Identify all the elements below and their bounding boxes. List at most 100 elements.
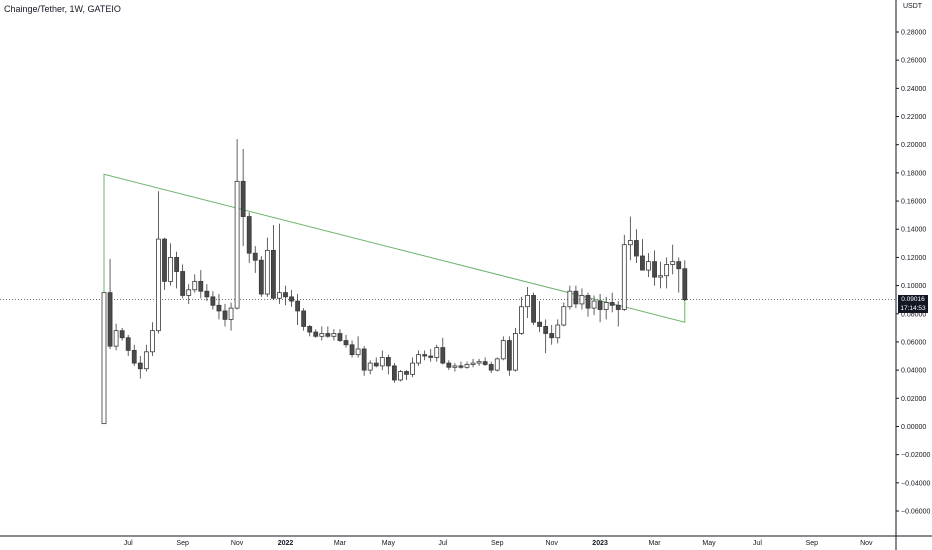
- candle-body: [573, 290, 579, 305]
- candle[interactable]: [107, 258, 113, 349]
- candle[interactable]: [307, 325, 313, 337]
- candle[interactable]: [416, 350, 422, 366]
- candle[interactable]: [676, 257, 682, 293]
- candle[interactable]: [652, 250, 657, 286]
- candle[interactable]: [609, 292, 615, 313]
- candle[interactable]: [355, 336, 361, 358]
- candle[interactable]: [452, 363, 458, 372]
- candle[interactable]: [186, 284, 192, 304]
- candle[interactable]: [470, 358, 476, 368]
- candle[interactable]: [222, 303, 228, 327]
- candle[interactable]: [258, 256, 264, 297]
- candle[interactable]: [101, 292, 107, 425]
- candle[interactable]: [561, 302, 567, 327]
- candle[interactable]: [464, 361, 470, 369]
- candle[interactable]: [494, 357, 500, 372]
- candle[interactable]: [162, 237, 167, 290]
- candle[interactable]: [391, 363, 397, 383]
- candle[interactable]: [434, 344, 440, 362]
- candle[interactable]: [119, 327, 125, 341]
- candle[interactable]: [458, 361, 464, 369]
- candle[interactable]: [270, 225, 276, 300]
- candle[interactable]: [440, 337, 446, 365]
- candle[interactable]: [283, 285, 288, 306]
- candle[interactable]: [295, 294, 301, 326]
- candle[interactable]: [410, 357, 415, 378]
- candle[interactable]: [500, 336, 506, 361]
- candle[interactable]: [398, 370, 403, 382]
- candle[interactable]: [537, 301, 542, 333]
- candle[interactable]: [567, 285, 573, 310]
- candle[interactable]: [446, 360, 452, 371]
- candle[interactable]: [385, 354, 391, 375]
- candle[interactable]: [204, 284, 210, 302]
- candle[interactable]: [192, 274, 198, 293]
- candle[interactable]: [319, 326, 325, 341]
- candle[interactable]: [482, 357, 488, 366]
- candle[interactable]: [585, 292, 591, 317]
- candle[interactable]: [646, 253, 651, 278]
- candle[interactable]: [488, 361, 494, 373]
- candle[interactable]: [331, 329, 337, 341]
- candle[interactable]: [149, 322, 155, 357]
- candle[interactable]: [174, 251, 180, 289]
- candle[interactable]: [670, 244, 676, 275]
- candle[interactable]: [343, 334, 349, 348]
- candle[interactable]: [573, 285, 579, 309]
- candle[interactable]: [615, 301, 621, 327]
- candle[interactable]: [543, 319, 549, 354]
- candle[interactable]: [531, 292, 536, 326]
- candle[interactable]: [422, 350, 428, 361]
- candle[interactable]: [579, 288, 585, 310]
- candle[interactable]: [137, 356, 143, 379]
- candle[interactable]: [634, 229, 639, 264]
- candle[interactable]: [404, 370, 409, 380]
- candle[interactable]: [301, 308, 307, 331]
- candle[interactable]: [476, 358, 482, 366]
- candle[interactable]: [549, 325, 555, 345]
- candle[interactable]: [240, 148, 246, 247]
- candle[interactable]: [216, 294, 222, 320]
- candle[interactable]: [664, 257, 670, 289]
- candle[interactable]: [658, 261, 663, 289]
- candle[interactable]: [277, 223, 282, 304]
- candle[interactable]: [125, 334, 131, 357]
- candle[interactable]: [428, 348, 434, 362]
- candle[interactable]: [325, 326, 331, 338]
- candle[interactable]: [180, 264, 186, 299]
- candle[interactable]: [373, 357, 379, 368]
- candle[interactable]: [379, 350, 385, 371]
- candle[interactable]: [210, 291, 216, 310]
- candle[interactable]: [143, 344, 149, 372]
- candle[interactable]: [131, 344, 137, 366]
- candle[interactable]: [113, 323, 119, 351]
- candle[interactable]: [621, 234, 627, 311]
- candle[interactable]: [252, 246, 258, 273]
- candle[interactable]: [682, 260, 688, 302]
- candle[interactable]: [349, 340, 355, 358]
- candle[interactable]: [156, 191, 161, 334]
- candle[interactable]: [603, 296, 609, 320]
- candle[interactable]: [525, 286, 530, 318]
- candle[interactable]: [506, 336, 512, 376]
- candle[interactable]: [168, 243, 173, 286]
- candle[interactable]: [640, 239, 645, 271]
- candle[interactable]: [597, 294, 603, 323]
- candle[interactable]: [627, 216, 633, 261]
- candle[interactable]: [246, 212, 252, 264]
- candle[interactable]: [555, 319, 561, 344]
- candle[interactable]: [337, 329, 343, 342]
- candle[interactable]: [234, 139, 240, 310]
- candle[interactable]: [591, 295, 597, 316]
- candle[interactable]: [264, 237, 270, 297]
- candle[interactable]: [367, 360, 373, 375]
- candle[interactable]: [228, 302, 234, 331]
- descending-trendline[interactable]: [103, 173, 686, 424]
- candle[interactable]: [198, 270, 204, 299]
- candle[interactable]: [361, 346, 367, 376]
- candle[interactable]: [519, 296, 524, 335]
- candle[interactable]: [313, 329, 319, 338]
- candle[interactable]: [289, 289, 294, 307]
- candle[interactable]: [513, 327, 518, 372]
